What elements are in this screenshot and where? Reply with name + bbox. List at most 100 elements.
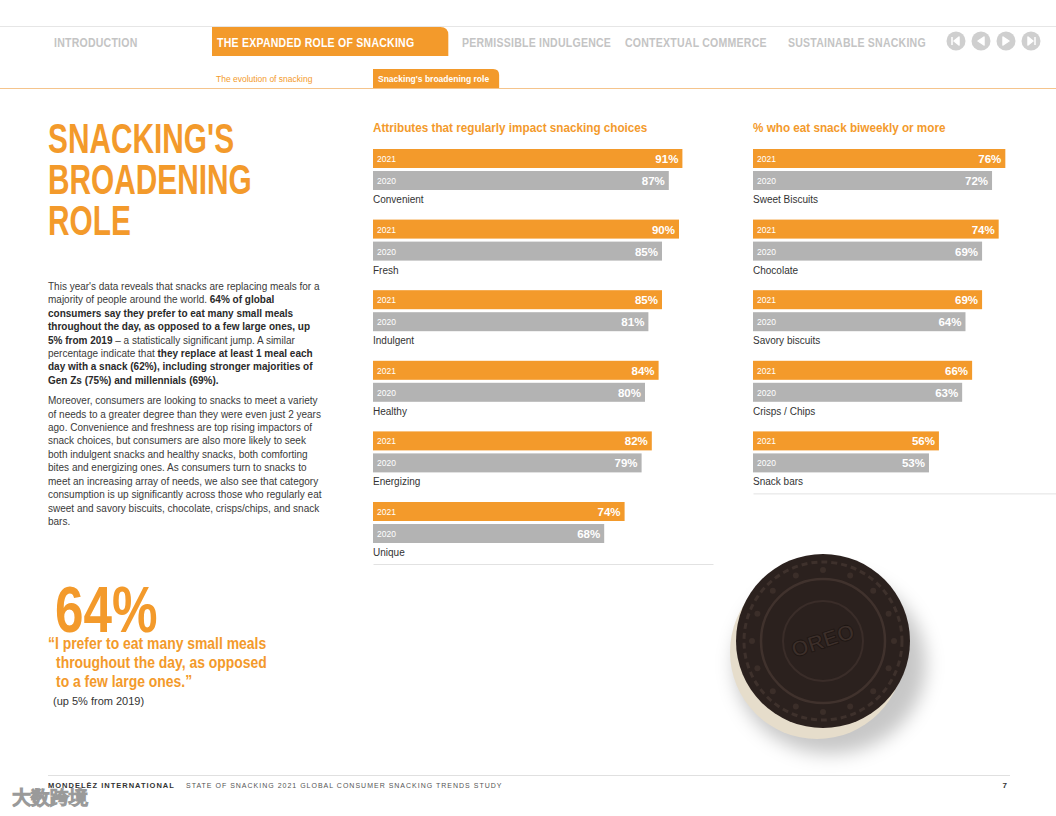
- cookie: OREO: [730, 554, 926, 754]
- nav-button-icon[interactable]: [952, 37, 959, 45]
- chart-title: % who eat snack biweekly or more: [753, 120, 945, 135]
- bar: [373, 312, 648, 331]
- bar-chart: Attributes that regularly impact snackin…: [373, 120, 714, 565]
- data-label: 69%: [955, 246, 978, 258]
- cookie-dot: [870, 688, 876, 694]
- callout-note: (up 5% from 2019): [53, 695, 144, 707]
- data-label: 72%: [965, 175, 988, 187]
- nav-button-icon[interactable]: [1003, 37, 1009, 45]
- data-label: 69%: [955, 294, 978, 306]
- category-label: Chocolate: [753, 265, 798, 276]
- bar: [753, 290, 982, 309]
- series-name: 2021: [377, 295, 396, 305]
- nav-button-bg[interactable]: [947, 32, 966, 51]
- paragraph: This year's data reveals that snacks are…: [48, 280, 324, 387]
- callout-quote: throughout the day, as opposed: [56, 654, 267, 671]
- series-name: 2021: [757, 225, 776, 235]
- callout-quote: “I prefer to eat many small meals: [48, 635, 266, 652]
- bar: [753, 149, 1005, 168]
- cookie-top: [736, 554, 910, 728]
- nav-button[interactable]: [972, 32, 991, 51]
- nav-tab[interactable]: THE EXPANDED ROLE OF SNACKING: [217, 35, 414, 50]
- bar: [373, 149, 682, 168]
- subnav-tab[interactable]: The evolution of snacking: [216, 74, 313, 84]
- nav-button[interactable]: [1022, 32, 1041, 51]
- series-name: 2020: [757, 388, 776, 398]
- data-label: 90%: [652, 224, 675, 236]
- series-name: 2021: [377, 154, 396, 164]
- bar: [373, 431, 652, 450]
- series-name: 2021: [377, 507, 396, 517]
- series-name: 2021: [757, 295, 776, 305]
- bar: [373, 171, 669, 190]
- body-text: This year's data reveals that snacks are…: [48, 280, 324, 535]
- cookie-ring: [761, 579, 885, 703]
- footer: MONDELĒZ INTERNATIONALSTATE OF SNACKING …: [48, 776, 1010, 791]
- bar: [753, 431, 939, 450]
- cookie-emboss: OREO: [788, 619, 857, 663]
- nav-button-icon[interactable]: [1028, 37, 1035, 45]
- category-label: Fresh: [373, 265, 399, 276]
- data-label: 82%: [625, 435, 648, 447]
- cookie-dot: [793, 704, 799, 710]
- series-name: 2021: [757, 366, 776, 376]
- data-label: 74%: [598, 506, 621, 518]
- series-name: 2020: [757, 176, 776, 186]
- footer-rule: [48, 775, 1010, 776]
- nav-button[interactable]: [997, 32, 1016, 51]
- nav-tab[interactable]: SUSTAINABLE SNACKING: [788, 35, 926, 50]
- bar: [753, 220, 999, 239]
- callout: 64%“I prefer to eat many small mealsthro…: [48, 574, 267, 707]
- cookie-dot: [770, 688, 776, 694]
- nav-tab[interactable]: PERMISSIBLE INDULGENCE: [462, 35, 611, 50]
- series-name: 2020: [757, 247, 776, 257]
- series-name: 2020: [377, 176, 396, 186]
- bar-labels: 202191%202190%202185%202184%202182%20217…: [373, 153, 678, 558]
- category-label: Energizing: [373, 476, 420, 487]
- bars: [373, 149, 682, 543]
- page-canvas: INTRODUCTION THE EXPANDED ROLE OF SNACKIN…: [0, 0, 1056, 816]
- cookie-dot: [749, 638, 755, 644]
- cookie-rim: [744, 562, 902, 720]
- cookie-dot: [886, 665, 892, 671]
- nav-tab[interactable]: INTRODUCTION: [54, 35, 138, 50]
- data-label: 91%: [655, 153, 678, 165]
- bar: [753, 453, 929, 472]
- nav-button-bg[interactable]: [1022, 32, 1041, 51]
- bar: [373, 502, 625, 521]
- category-label: Snack bars: [753, 476, 803, 487]
- page-number: 7: [1003, 781, 1008, 790]
- subnav-tab[interactable]: Snacking's broadening role: [378, 74, 489, 84]
- bar: [373, 524, 604, 543]
- nav-tab-active[interactable]: [212, 27, 448, 56]
- cookie-dot: [770, 588, 776, 594]
- nav-button[interactable]: [947, 32, 966, 51]
- cookie-dot: [891, 638, 897, 644]
- heading-line: SNACKING'S: [48, 115, 234, 162]
- data-label: 66%: [945, 365, 968, 377]
- watermark: 大数跨境: [12, 787, 88, 808]
- x-axis: [374, 564, 714, 565]
- chart-title: Attributes that regularly impact snackin…: [373, 120, 647, 135]
- nav-button-bg[interactable]: [972, 32, 991, 51]
- bar: [373, 242, 662, 261]
- category-label: Sweet Biscuits: [753, 194, 818, 205]
- cookie-dot: [847, 704, 853, 710]
- series-name: 2021: [757, 436, 776, 446]
- paragraph: Moreover, consumers are looking to snack…: [48, 394, 324, 528]
- callout-quote: to a few large ones.”: [56, 673, 192, 690]
- data-label: 63%: [935, 387, 958, 399]
- nav-tab[interactable]: CONTEXTUAL COMMERCE: [625, 35, 767, 50]
- series-name: 2020: [377, 458, 396, 468]
- page: INTRODUCTION THE EXPANDED ROLE OF SNACKIN…: [0, 0, 1056, 816]
- bars: [753, 149, 1005, 472]
- series-name: 2020: [377, 247, 396, 257]
- heading-line: ROLE: [48, 197, 131, 244]
- bar: [373, 220, 679, 239]
- nav-button-bg[interactable]: [997, 32, 1016, 51]
- subnav-tab-active[interactable]: [373, 69, 499, 88]
- category-label: Indulgent: [373, 335, 414, 346]
- bar: [373, 383, 645, 402]
- nav-button-icon[interactable]: [978, 37, 984, 45]
- cookie-dot: [793, 572, 799, 578]
